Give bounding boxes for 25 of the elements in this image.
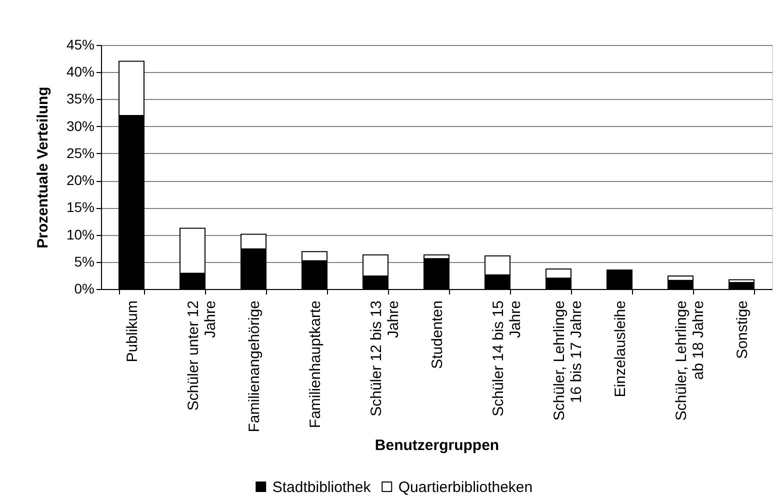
y-tick-label: 35%: [66, 90, 94, 107]
y-tick-label: 25%: [66, 144, 94, 161]
x-tick-label: Schüler 14 bis 15 Jahre: [490, 300, 524, 416]
x-tick-label: Schüler, Lehrlinge ab 18 Jahre: [673, 300, 707, 421]
x-tick-label: Publikum: [124, 300, 141, 362]
y-tick-label: 45%: [66, 36, 94, 52]
x-tick-label: Sonstige: [734, 300, 751, 359]
y-tick-label: 0%: [74, 280, 94, 296]
x-axis-title: Benutzergruppen: [374, 437, 500, 454]
x-tick-label: Schüler, Lehrlinge 16 bis 17 Jahre: [551, 300, 585, 421]
legend-label: Quartierbibliotheken: [398, 478, 533, 496]
legend-label: Stadtbibliothek: [272, 478, 372, 496]
y-tick-label: 30%: [66, 118, 94, 134]
y-tick-label: 15%: [66, 199, 94, 216]
y-tick-label: 5%: [74, 253, 94, 270]
x-tick-label: Einzelausleihe: [612, 300, 629, 398]
y-tick-label: 10%: [66, 226, 94, 242]
x-tick-label: Familienhauptkarte: [307, 300, 324, 428]
x-tick-label: Studenten: [429, 300, 446, 369]
y-axis-title: Prozentuale Verteilung: [34, 86, 52, 248]
y-tick-label: 20%: [66, 172, 94, 188]
x-tick-label: Familienangehörige: [246, 300, 263, 432]
x-tick-label: Schüler unter 12 Jahre: [185, 300, 219, 411]
x-tick-label: Schüler 12 bis 13 Jahre: [368, 300, 402, 416]
y-tick-label: 40%: [66, 64, 94, 80]
